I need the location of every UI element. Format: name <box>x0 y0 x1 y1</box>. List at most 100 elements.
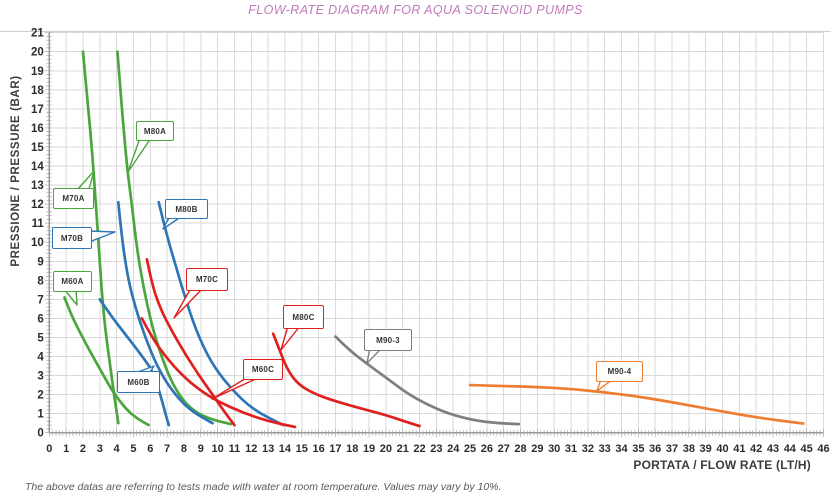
x-tick-label: 6 <box>147 443 153 455</box>
x-tick-label: 22 <box>413 443 425 455</box>
x-tick-label: 30 <box>548 443 560 455</box>
x-tick-label: 32 <box>582 443 594 455</box>
curve-m60b <box>98 298 171 427</box>
x-tick-label: 33 <box>599 443 611 455</box>
curve-label-m90-3: M90-3 <box>364 329 412 351</box>
x-tick-label: 46 <box>817 443 829 455</box>
x-tick-label: 38 <box>683 443 695 455</box>
y-tick-label: 12 <box>31 199 44 211</box>
x-tick-label: 40 <box>716 443 728 455</box>
curve-label-m80a: M80A <box>136 121 174 141</box>
y-tick-label: 10 <box>31 237 44 249</box>
callout-pointer-m70a <box>77 170 95 190</box>
x-tick-label: 37 <box>666 443 678 455</box>
x-tick-label: 3 <box>97 443 103 455</box>
y-tick-label: 7 <box>37 294 43 306</box>
x-tick-label: 26 <box>481 443 493 455</box>
x-tick-label: 9 <box>198 443 204 455</box>
x-tick-label: 16 <box>312 443 324 455</box>
x-tick-label: 18 <box>346 443 358 455</box>
x-tick-label: 45 <box>801 443 813 455</box>
x-tick-label: 42 <box>750 443 762 455</box>
x-tick-label: 21 <box>397 443 409 455</box>
y-tick-label: 3 <box>37 371 43 383</box>
y-tick-label: 11 <box>32 218 45 230</box>
y-tick-label: 4 <box>37 352 44 364</box>
x-tick-label: 27 <box>498 443 510 455</box>
callout-pointer-m70b <box>88 230 116 243</box>
x-tick-label: 7 <box>164 443 170 455</box>
chart-title: FLOW-RATE DIAGRAM FOR AQUA SOLENOID PUMP… <box>248 3 583 17</box>
curve-m60a <box>63 296 150 427</box>
curve-label-m70c: M70C <box>186 268 228 291</box>
x-tick-label: 8 <box>181 443 187 455</box>
curve-label-m70a: M70A <box>53 188 94 209</box>
curve-m80c <box>271 332 421 428</box>
curve-label-m80c: M80C <box>283 305 324 329</box>
x-tick-label: 5 <box>130 443 136 455</box>
x-tick-label: 23 <box>430 443 442 455</box>
x-tick-label: 34 <box>615 443 628 455</box>
x-tick-label: 41 <box>733 443 745 455</box>
y-tick-label: 8 <box>37 275 44 287</box>
y-tick-label: 1 <box>37 409 44 421</box>
x-tick-label: 20 <box>380 443 392 455</box>
y-tick-label: 17 <box>31 104 44 116</box>
curve-m60c <box>140 317 297 429</box>
y-tick-label: 21 <box>31 28 44 40</box>
curve-label-m60b: M60B <box>117 371 160 393</box>
x-tick-label: 2 <box>80 443 86 455</box>
curve-m80a <box>116 50 233 426</box>
y-tick-label: 15 <box>31 142 44 154</box>
x-tick-label: 39 <box>700 443 712 455</box>
curve-label-m80b: M80B <box>165 199 208 219</box>
x-tick-label: 4 <box>114 443 121 455</box>
x-tick-label: 10 <box>211 443 223 455</box>
y-tick-label: 5 <box>37 332 44 344</box>
curve-m90-4 <box>468 383 805 425</box>
x-tick-label: 44 <box>784 443 797 455</box>
x-tick-label: 11 <box>229 443 241 455</box>
callout-pointer-m80c <box>280 325 301 351</box>
curve-m80b <box>157 200 285 427</box>
callout-pointer-m80a <box>127 137 152 173</box>
curve-label-m60a: M60A <box>53 271 92 292</box>
x-tick-label: 25 <box>464 443 476 455</box>
x-tick-label: 13 <box>262 443 274 455</box>
curve-m70a <box>81 50 120 425</box>
x-tick-label: 35 <box>632 443 644 455</box>
curve-label-m70b: M70B <box>52 227 92 249</box>
y-tick-label: 9 <box>37 256 43 268</box>
x-tick-label: 19 <box>363 443 375 455</box>
x-tick-label: 14 <box>279 443 292 455</box>
x-tick-label: 17 <box>329 443 341 455</box>
y-tick-label: 19 <box>31 66 44 78</box>
x-tick-label: 36 <box>649 443 661 455</box>
callout-pointer-m60c <box>211 376 261 400</box>
y-tick-label: 0 <box>37 428 43 440</box>
x-tick-label: 15 <box>296 443 308 455</box>
y-tick-label: 16 <box>31 123 44 135</box>
x-tick-label: 0 <box>46 443 52 455</box>
curve-label-m90-4: M90-4 <box>596 361 643 382</box>
y-tick-label: 18 <box>31 85 44 97</box>
callout-pointer-m70c <box>173 287 204 319</box>
x-tick-label: 1 <box>63 443 69 455</box>
y-tick-label: 6 <box>37 313 43 325</box>
curve-m90-3 <box>334 335 521 426</box>
y-tick-label: 13 <box>31 180 44 192</box>
x-axis-title: PORTATA / FLOW RATE (LT/H) <box>633 458 811 472</box>
y-tick-label: 20 <box>31 47 44 59</box>
x-tick-label: 24 <box>447 443 460 455</box>
curve-label-m60c: M60C <box>243 359 283 380</box>
top-divider <box>0 31 831 32</box>
x-tick-label: 12 <box>245 443 257 455</box>
x-tick-label: 28 <box>514 443 526 455</box>
x-tick-label: 31 <box>565 443 577 455</box>
y-tick-label: 2 <box>37 390 43 402</box>
footnote: The above datas are referring to tests m… <box>25 481 502 493</box>
curve-m70b <box>116 200 214 425</box>
y-axis-title: PRESSIONE / PRESSURE (BAR) <box>10 75 22 267</box>
